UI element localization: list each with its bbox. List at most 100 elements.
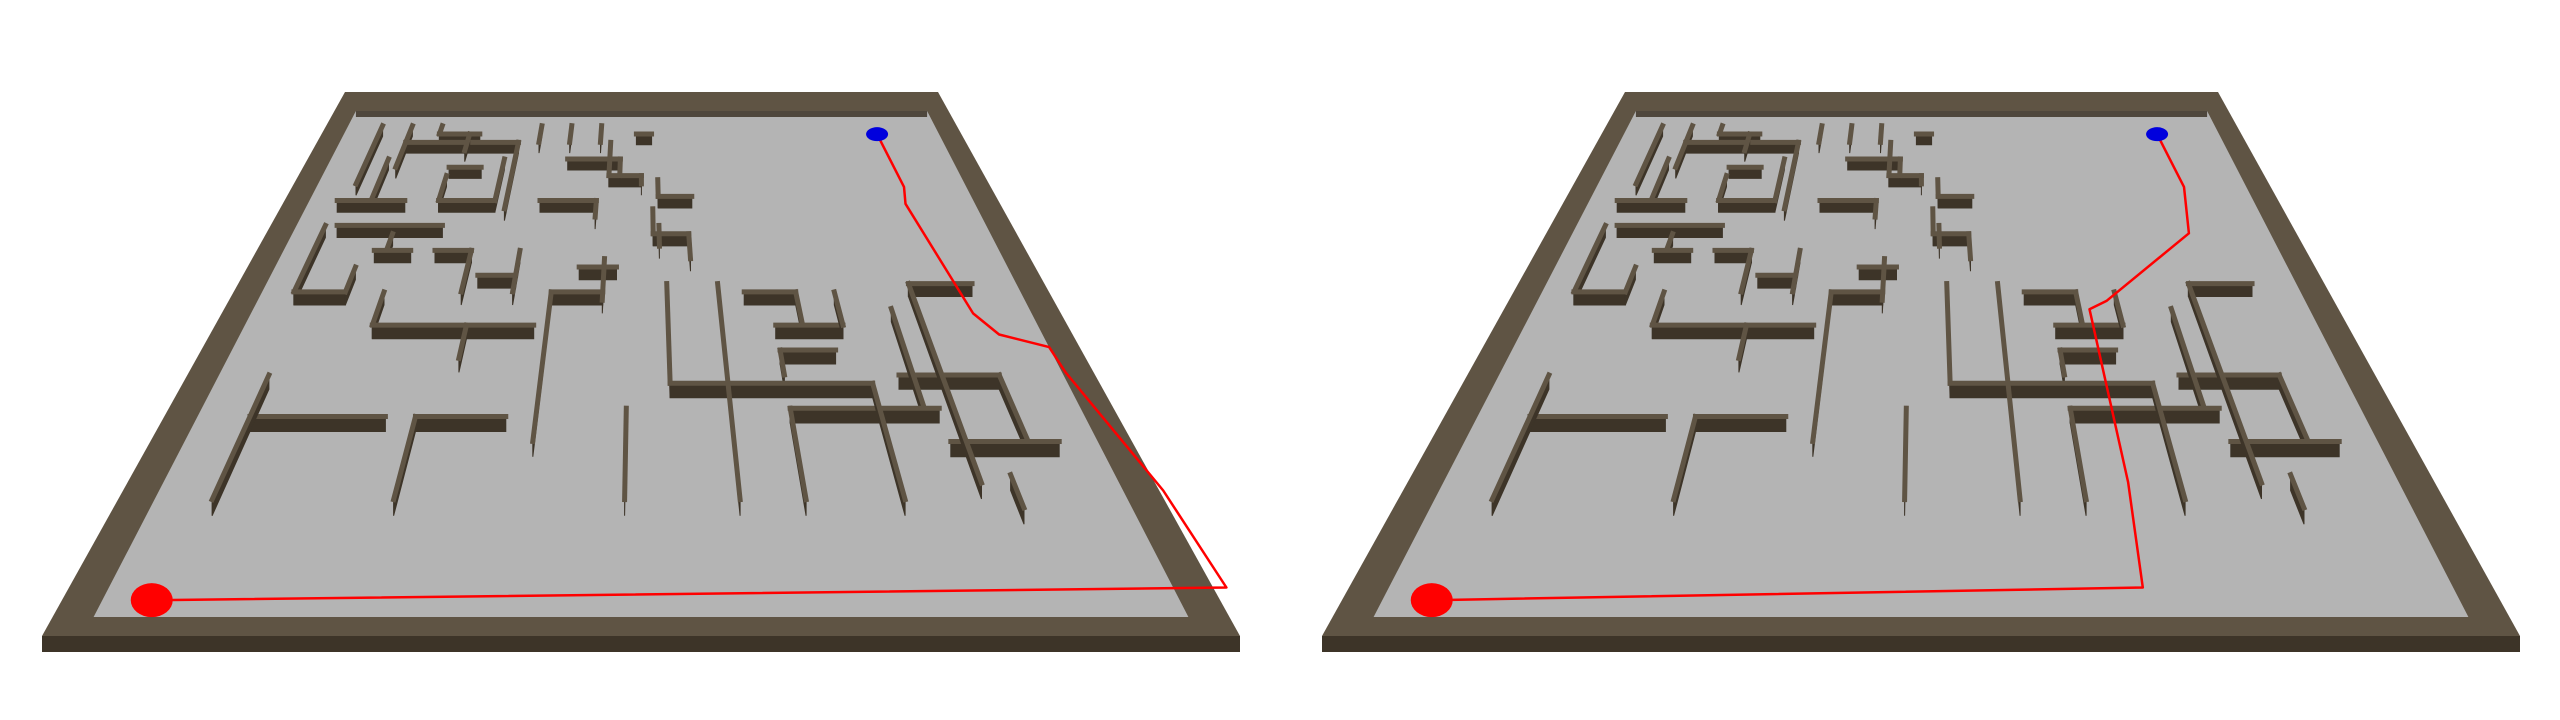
maze-wall <box>714 280 743 516</box>
maze-wall <box>2185 281 2255 297</box>
maze-wall <box>475 272 519 289</box>
maze-wall <box>2067 405 2222 424</box>
maze-wall <box>1789 247 1803 306</box>
maze-wall <box>247 414 388 432</box>
maze-panel-left <box>42 92 1240 652</box>
maze-wall <box>831 288 847 339</box>
maze-wall <box>334 222 445 238</box>
maze-wall <box>777 347 839 365</box>
maze-wall <box>1817 197 1879 213</box>
maze-wall <box>2067 405 2090 516</box>
maze-wall <box>1741 130 1753 162</box>
maze-wall <box>1716 197 1778 213</box>
maze-wall <box>667 380 876 399</box>
maze-wall <box>905 280 985 500</box>
maze-wall <box>548 289 606 306</box>
maze-wall <box>1845 156 1903 171</box>
maze-wall <box>1712 247 1754 264</box>
maze-wall <box>576 264 619 281</box>
maze-wall <box>1935 193 1975 209</box>
maze-wall <box>432 247 474 264</box>
maze-wall <box>1649 322 1817 340</box>
maze-wall <box>392 139 409 179</box>
maze-wall <box>2053 322 2126 340</box>
maze-wall <box>1809 289 1835 457</box>
maze-wall <box>1672 139 1689 179</box>
maze-wall <box>622 405 629 516</box>
maze-wall <box>1007 471 1028 525</box>
maze-wall <box>1966 231 1974 272</box>
maze-wall <box>501 139 522 221</box>
maze-wall <box>1755 272 1799 289</box>
solution-path <box>1431 133 2191 602</box>
maze-wall <box>2021 289 2079 306</box>
frame-inner-lip <box>1635 111 2208 117</box>
maze-wall <box>1879 256 1888 314</box>
maze-wall <box>369 322 537 340</box>
maze-wall <box>597 123 605 154</box>
maze-wall <box>1828 289 1886 306</box>
maze-wall <box>491 155 508 213</box>
maze-wall <box>1902 405 1909 516</box>
maze-wall <box>633 131 655 146</box>
maze-wall <box>869 380 909 516</box>
maze-wall <box>1692 414 1789 432</box>
maze-wall <box>291 289 348 306</box>
maze-wall <box>1877 123 1885 154</box>
maze-wall <box>787 405 942 424</box>
maze-wall <box>2287 471 2308 525</box>
maze-wall <box>1872 197 1879 230</box>
goal-marker <box>2146 127 2169 142</box>
maze-wall <box>455 322 470 373</box>
maze-wall <box>509 247 523 306</box>
maze-wall <box>1738 247 1755 306</box>
maze-wall <box>1994 280 2023 516</box>
maze-wall <box>565 156 623 171</box>
maze-wall <box>412 414 509 432</box>
maze-wall <box>1781 139 1802 221</box>
maze-wall <box>1897 156 1903 187</box>
maze-wall <box>617 156 623 187</box>
maze-wall <box>334 197 408 213</box>
maze-wall <box>686 231 694 272</box>
maze-wall <box>2185 280 2265 500</box>
maze-wall <box>371 247 414 264</box>
maze-wall <box>2057 347 2119 365</box>
maze-wall <box>536 122 545 154</box>
maze-wall <box>1846 122 1855 154</box>
maze-wall <box>592 197 599 230</box>
maze-wall <box>599 256 608 314</box>
maze-wall <box>1913 131 1935 146</box>
maze-panel-right <box>1322 92 2520 652</box>
maze-wall <box>741 289 799 306</box>
maze-wall <box>606 173 644 188</box>
maze-wall <box>446 164 484 179</box>
maze-wall <box>352 122 386 196</box>
maze-wall <box>773 322 846 340</box>
maze-wall <box>655 193 695 209</box>
maze-wall <box>1936 222 1943 259</box>
solution-path <box>151 133 1228 602</box>
maze-wall <box>390 413 419 516</box>
maze-wall <box>1651 247 1694 264</box>
maze-wall <box>1771 155 1788 213</box>
maze-wall <box>566 122 575 154</box>
maze-wall <box>2111 288 2127 339</box>
maze-wall <box>436 197 498 213</box>
maze-wall <box>1886 173 1924 188</box>
maze-wall <box>342 263 359 306</box>
maze-wall <box>787 405 810 516</box>
maze-wall <box>1735 322 1750 373</box>
maze-wall <box>458 247 475 306</box>
maze-wall <box>1527 414 1668 432</box>
maze-wall <box>1726 164 1764 179</box>
board-front-face <box>1322 636 2520 652</box>
maze-wall <box>529 289 555 457</box>
maze-wall <box>1632 122 1666 196</box>
maze-wall <box>656 222 663 259</box>
maze-wall <box>1622 263 1639 306</box>
frame-inner-lip <box>355 111 928 117</box>
maze-wall <box>1614 197 1688 213</box>
maze-wall <box>2149 380 2189 516</box>
